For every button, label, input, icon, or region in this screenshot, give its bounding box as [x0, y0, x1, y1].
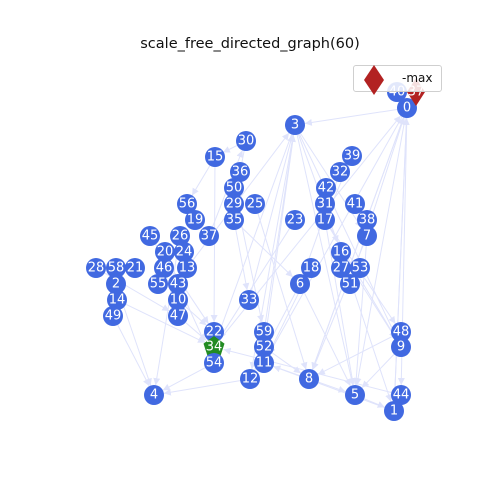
graph-node: 6 [290, 274, 310, 294]
graph-edge [362, 354, 394, 388]
node-label: 3 [291, 118, 299, 133]
node-label: 32 [332, 165, 349, 180]
node-label: 42 [318, 181, 335, 196]
node-label: 21 [127, 261, 144, 276]
node-label: 24 [176, 245, 193, 260]
node-label: 41 [347, 197, 364, 212]
graph-node: 39 [342, 146, 362, 166]
node-label: 54 [206, 356, 223, 371]
graph-node: 19 [185, 210, 205, 230]
graph-node: 51 [340, 274, 360, 294]
node-label: 13 [179, 261, 196, 276]
node-label: 16 [333, 245, 350, 260]
graph-edge [164, 381, 240, 394]
node-label: 28 [88, 261, 105, 276]
graph-node: 30 [236, 131, 256, 151]
graph-edge [394, 118, 406, 401]
node-label: 17 [317, 213, 334, 228]
node-label: 43 [170, 277, 187, 292]
node-label: 49 [105, 309, 122, 324]
node-label: 27 [333, 261, 350, 276]
legend-label: -max [402, 71, 432, 85]
node-label: 4 [150, 388, 158, 403]
node-label: 26 [172, 229, 189, 244]
node-label: 31 [317, 197, 334, 212]
graph-node: 45 [140, 226, 160, 246]
graph-node: 34 [204, 336, 225, 356]
graph-node: 37 [199, 226, 219, 246]
node-label: 1 [390, 404, 398, 419]
node-label: 8 [305, 372, 313, 387]
node-label: 20 [157, 245, 174, 260]
node-label: 37 [201, 229, 218, 244]
node-layer: 040 37330391536 3250 4256 29 25 31 4119 35 23 17 38… [86, 78, 425, 421]
node-label: 30 [238, 134, 255, 149]
graph-node: 25 [245, 194, 265, 214]
graph-node: 28 [86, 258, 106, 278]
node-label: 56 [179, 197, 196, 212]
graph-node: 33 [239, 290, 259, 310]
node-label: 7 [363, 229, 371, 244]
graph-node: 35 [224, 210, 244, 230]
node-label: 6 [296, 277, 304, 292]
node-label: 11 [256, 356, 273, 371]
node-label: 0 [403, 101, 411, 116]
legend: -max [353, 65, 442, 92]
node-label: 12 [242, 372, 259, 387]
node-label: 33 [241, 293, 258, 308]
graph-node: 49 [103, 306, 123, 326]
node-label: 51 [342, 277, 359, 292]
graph-node: 9 [391, 337, 411, 357]
graph-node: 1 [384, 401, 404, 421]
node-label: 38 [359, 213, 376, 228]
node-label: 18 [303, 261, 320, 276]
node-label: 55 [150, 277, 167, 292]
node-label: 23 [287, 213, 304, 228]
node-label: 34 [206, 340, 223, 355]
node-label: 39 [344, 149, 361, 164]
graph-node: 5 [345, 385, 365, 405]
graph-node: 47 [168, 306, 188, 326]
node-label: 52 [256, 340, 273, 355]
diamond-icon [363, 65, 385, 95]
graph-node: 32 [330, 162, 350, 182]
node-label: 19 [187, 213, 204, 228]
graph-node: 21 [125, 258, 145, 278]
node-label: 46 [156, 261, 173, 276]
node-label: 47 [170, 309, 187, 324]
node-label: 9 [397, 340, 405, 355]
node-label: 45 [142, 229, 159, 244]
node-label: 50 [226, 181, 243, 196]
graph-node: 41 [345, 194, 365, 214]
node-label: 29 [226, 197, 243, 212]
node-label: 15 [207, 150, 224, 165]
graph-edge [192, 166, 210, 196]
node-label: 44 [393, 388, 410, 403]
graph-node: 17 [315, 210, 335, 230]
node-label: 5 [351, 388, 359, 403]
node-label: 35 [226, 213, 243, 228]
graph-node: 11 [254, 353, 274, 373]
node-label: 2 [112, 277, 120, 292]
node-label: 10 [170, 293, 187, 308]
graph-edge [223, 145, 237, 152]
node-label: 53 [352, 261, 369, 276]
graph-node: 8 [299, 369, 319, 389]
node-label: 36 [232, 165, 249, 180]
graph-node: 12 [240, 369, 260, 389]
graph-node: 4 [144, 385, 164, 405]
graph-node: 15 [205, 147, 225, 167]
graph-node: 55 [148, 274, 168, 294]
graph-node: 23 [285, 210, 305, 230]
graph-node: 3 [285, 115, 305, 135]
graph-edge [163, 368, 205, 391]
node-label: 25 [247, 197, 264, 212]
graph-node: 54 [204, 353, 224, 373]
graph-edge [305, 110, 397, 124]
node-label: 58 [108, 261, 125, 276]
graph-node: 7 [357, 226, 377, 246]
node-label: 14 [109, 293, 126, 308]
